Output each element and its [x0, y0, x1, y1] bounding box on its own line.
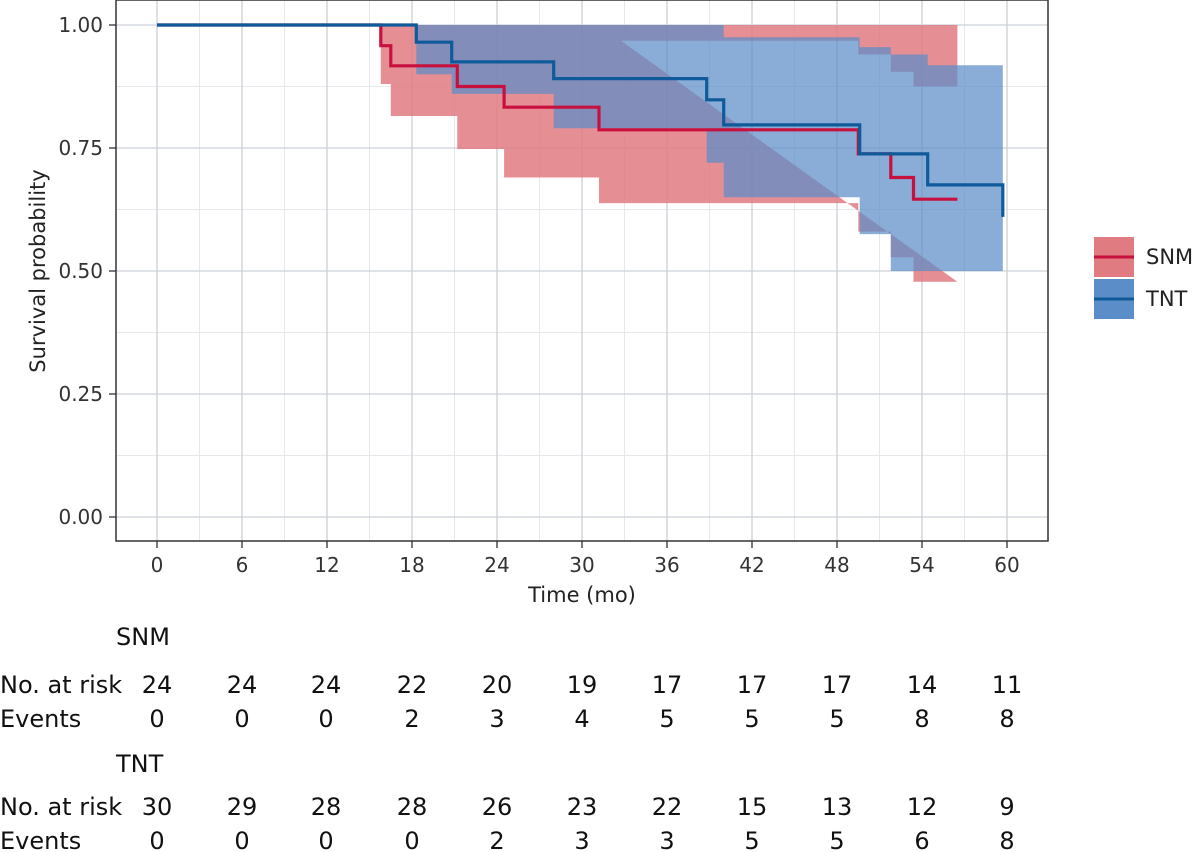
x-tick-label: 36	[654, 553, 679, 577]
legend-label-tnt: TNT	[1145, 287, 1188, 311]
risk-row-label: No. at risk	[0, 671, 122, 699]
risk-cell: 2	[404, 705, 419, 733]
risk-cell: 17	[652, 671, 683, 699]
risk-group-tnt: TNT	[115, 750, 164, 778]
risk-cell: 0	[234, 705, 249, 733]
x-tick-label: 30	[569, 553, 594, 577]
y-tick-label: 0.25	[58, 382, 103, 406]
survival-curves	[157, 23, 1005, 217]
y-axis-title: Survival probability	[26, 169, 50, 372]
x-tick-label: 18	[399, 553, 424, 577]
risk-cell: 22	[397, 671, 428, 699]
risk-cell: 4	[574, 705, 589, 733]
risk-cell: 24	[227, 671, 258, 699]
risk-cell: 6	[914, 827, 929, 852]
confidence-band-tnt	[416, 25, 1003, 271]
risk-cell: 0	[149, 705, 164, 733]
risk-cell: 22	[652, 793, 683, 821]
risk-cell: 15	[737, 793, 768, 821]
risk-cell: 0	[234, 827, 249, 852]
risk-cell: 8	[999, 827, 1014, 852]
x-tick-label: 6	[236, 553, 249, 577]
y-tick-label: 0.50	[58, 259, 103, 283]
risk-cell: 0	[318, 705, 333, 733]
y-tick-label: 1.00	[58, 13, 103, 37]
x-tick-label: 54	[909, 553, 934, 577]
risk-cell: 29	[227, 793, 258, 821]
risk-row-label: Events	[0, 827, 81, 852]
risk-cell: 8	[999, 705, 1014, 733]
risk-cell: 5	[744, 705, 759, 733]
risk-cell: 24	[311, 671, 342, 699]
risk-cell: 0	[149, 827, 164, 852]
risk-cell: 28	[397, 793, 428, 821]
risk-cell: 12	[907, 793, 938, 821]
risk-cell: 9	[999, 793, 1014, 821]
x-axis-title: Time (mo)	[527, 583, 636, 607]
risk-cell: 5	[659, 705, 674, 733]
y-tick-label: 0.00	[58, 505, 103, 529]
risk-cell: 3	[489, 705, 504, 733]
x-axis-ticks: 0 6 12 18 24 30 36 42 48 54 60	[151, 541, 1020, 577]
legend: SNM TNT	[1094, 237, 1193, 319]
risk-row-label: No. at risk	[0, 793, 122, 821]
risk-cell: 17	[737, 671, 768, 699]
risk-cell: 0	[318, 827, 333, 852]
risk-cell: 14	[907, 671, 938, 699]
risk-cell: 26	[482, 793, 513, 821]
risk-cell: 24	[142, 671, 173, 699]
risk-cell: 30	[142, 793, 173, 821]
risk-cell: 5	[829, 705, 844, 733]
risk-cell: 17	[822, 671, 853, 699]
risk-cell: 5	[829, 827, 844, 852]
risk-cell: 11	[992, 671, 1023, 699]
risk-row-label: Events	[0, 705, 81, 733]
risk-cell: 3	[574, 827, 589, 852]
risk-cell: 2	[489, 827, 504, 852]
x-tick-label: 12	[314, 553, 339, 577]
risk-cell: 8	[914, 705, 929, 733]
survival-curve-snm	[157, 23, 958, 201]
risk-group-snm: SNM	[116, 623, 170, 651]
risk-cell: 23	[567, 793, 598, 821]
risk-cell: 20	[482, 671, 513, 699]
confidence-bands	[380, 25, 1003, 282]
x-tick-label: 60	[994, 553, 1019, 577]
legend-item-snm: SNM	[1094, 237, 1193, 277]
legend-label-snm: SNM	[1146, 245, 1193, 269]
risk-cell: 28	[311, 793, 342, 821]
risk-cell: 3	[659, 827, 674, 852]
risk-cell: 19	[567, 671, 598, 699]
risk-cell: 13	[822, 793, 853, 821]
x-tick-label: 42	[739, 553, 764, 577]
risk-cell: 5	[744, 827, 759, 852]
x-tick-label: 0	[151, 553, 164, 577]
risk-cell: 0	[404, 827, 419, 852]
x-tick-label: 24	[484, 553, 509, 577]
survival-curve-tnt	[157, 23, 1005, 217]
x-tick-label: 48	[824, 553, 849, 577]
legend-item-tnt: TNT	[1094, 279, 1188, 319]
y-tick-label: 0.75	[58, 136, 103, 160]
y-axis-ticks: 0.00 0.25 0.50 0.75 1.00	[58, 13, 116, 529]
